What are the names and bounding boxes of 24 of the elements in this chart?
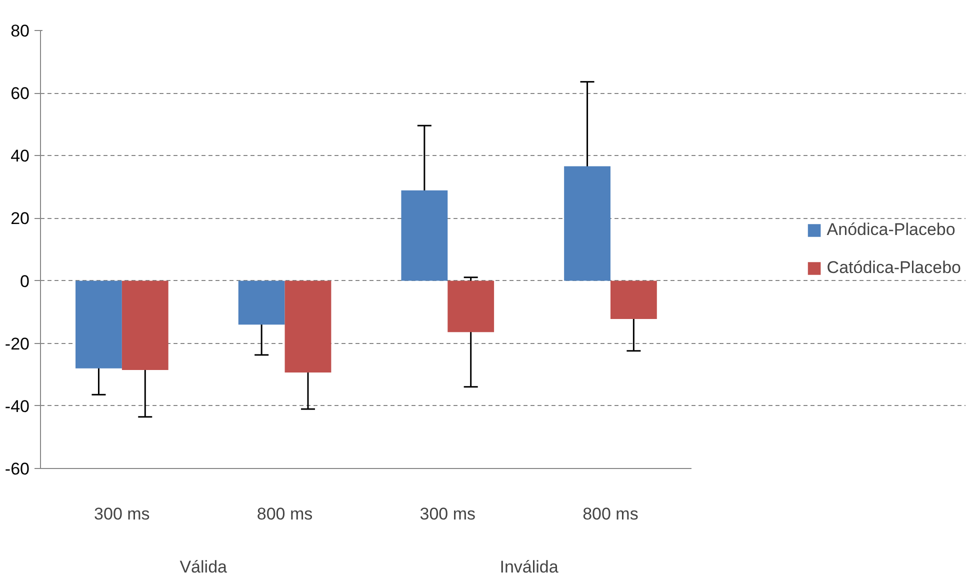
y-tick-label: -20 <box>4 334 30 354</box>
x-tick-label: 800 ms <box>582 504 638 524</box>
bar <box>122 280 168 370</box>
x-tick-label: 800 ms <box>256 504 313 524</box>
bar <box>238 280 285 325</box>
bar <box>76 280 122 368</box>
text: Inválida <box>500 558 559 576</box>
bar <box>401 190 448 281</box>
y-tick-label: 20 <box>10 209 30 228</box>
y-tick-label: -60 <box>4 460 30 478</box>
y-tick-label: 60 <box>10 84 30 104</box>
y-tick-label: 80 <box>10 22 30 40</box>
legend-label: Anódica-Placebo <box>826 220 956 240</box>
y-tick-label: 0 <box>20 272 30 291</box>
legend-label: Catódica-Placebo <box>826 258 961 278</box>
bar <box>448 280 494 332</box>
y-tick-label: 40 <box>10 146 30 166</box>
x-tick-label: 300 ms <box>94 504 150 524</box>
bar <box>610 280 657 319</box>
y-tick-label: -40 <box>4 396 30 416</box>
text: Válida <box>180 558 228 576</box>
bar <box>284 280 332 372</box>
bar <box>564 166 610 281</box>
x-tick-label: 300 ms <box>420 504 476 524</box>
